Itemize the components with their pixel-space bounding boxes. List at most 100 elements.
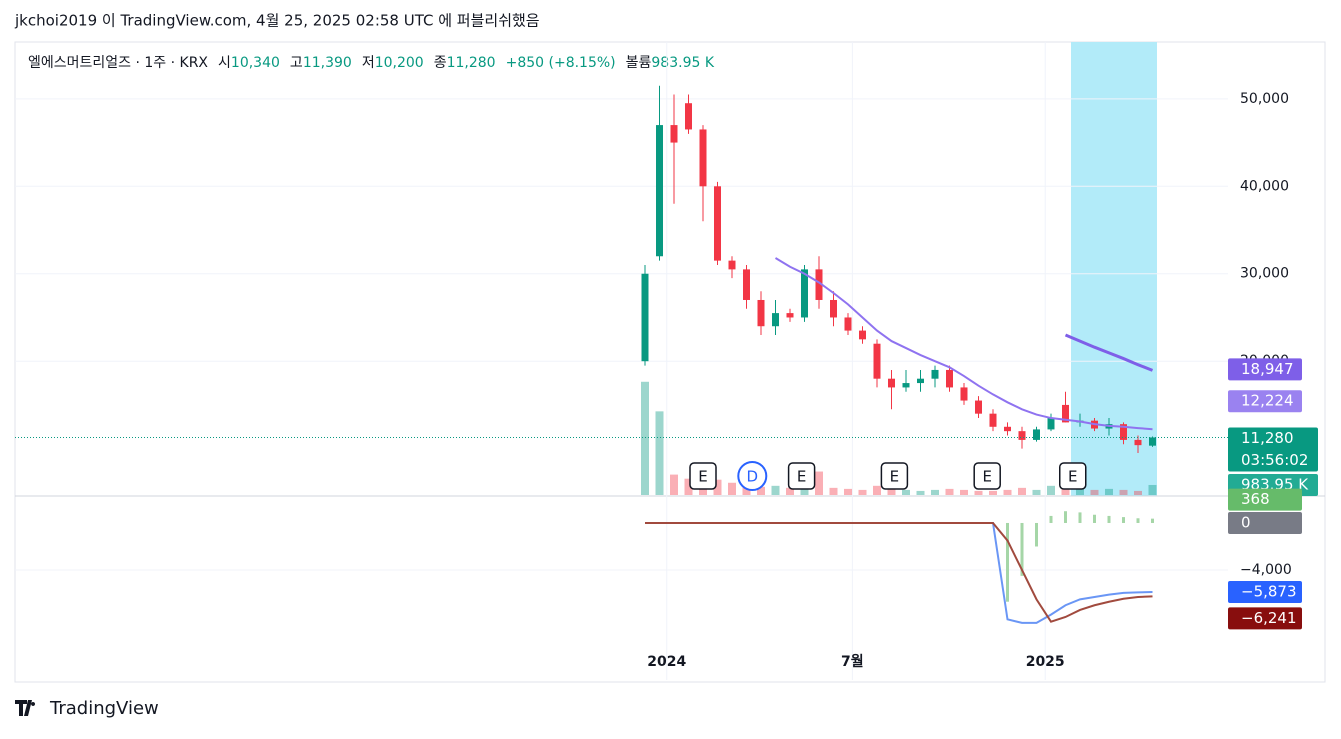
candle-body [801,269,808,318]
event-marker [973,462,1001,490]
hist-bar [1151,518,1154,523]
volume-bar [641,381,649,495]
price-label: −5,873 [1241,583,1297,601]
candle-body [960,387,968,401]
legend-item: 11,280 [447,55,496,71]
event-label: E [890,468,899,486]
hist-bar [1020,522,1024,576]
candle-body [641,273,649,362]
candle-body [888,378,895,388]
volume-bar [1003,489,1012,495]
volume-bar [829,487,838,495]
candle-body [1120,424,1127,440]
volume-bar [713,479,722,495]
candle-body [1062,404,1069,423]
legend-item: 10,200 [375,55,424,71]
volume-bar [1119,489,1128,495]
volume-bar [887,487,896,495]
volume-bar [1047,485,1055,495]
legend-item: 고 [290,55,303,71]
x-tick-label: 2024 [647,654,686,670]
event-marker [737,461,768,491]
candle-body [656,125,663,257]
candle-body [975,400,982,414]
price-label: 368 [1241,490,1270,508]
y2-tick-label: −4,000 [1240,562,1292,578]
brand: TradingView [49,698,159,719]
price-label-box [1228,427,1318,472]
price-label-box [1228,607,1302,630]
legend-item: 11,390 [303,55,352,71]
volume-bar [1148,484,1157,495]
x-tick-label: 2025 [1026,654,1065,670]
price-label: 12,224 [1241,392,1294,410]
volume-bar [873,485,881,495]
volume-bar [844,488,852,495]
publisher: jkchoi2019 이 TradingView.com, 4월 25, 202… [14,12,540,30]
volume-bar [786,487,794,495]
candle-body [1018,431,1026,440]
hist-bar [1093,514,1096,523]
volume-bar [670,474,678,495]
legend-item: 볼륨 [626,55,652,71]
volume-bar [1018,487,1026,495]
price-label: 0 [1241,513,1251,531]
chart-frame [14,41,1326,683]
event-label: E [797,468,806,486]
event-marker [787,462,816,490]
price-label: −6,241 [1241,609,1297,627]
price-label-box [1228,390,1302,413]
macd-line [645,521,1153,624]
volume-bar [684,478,693,495]
price-label: 18,947 [1241,360,1294,378]
volume-bar [931,489,939,495]
candle-body [714,186,721,261]
candle-body [815,269,823,300]
volume-bar [989,490,997,495]
hist-bar [1122,517,1125,523]
hist-bar [1136,518,1140,523]
volume-bar [902,489,910,495]
hist-bar [1064,511,1067,523]
volume-bar [960,489,968,495]
event-label: E [698,468,707,486]
volume-bar [858,489,867,495]
candle-body [699,129,707,187]
hist-bar [1078,512,1082,523]
legend-item: 983.95 K [651,55,714,71]
volume-bar [757,486,765,495]
candle-body [989,413,997,427]
candle-body [757,299,765,327]
volume-bar [1061,484,1070,495]
candle-body [917,378,924,384]
legend-item: 종 [434,55,447,71]
event-marker [880,462,909,490]
volume-bar [1032,489,1041,495]
candle-body [844,317,852,331]
candle-body [873,343,881,379]
legend-item: +850 (+8.15%) [506,55,616,71]
candle-body [1134,439,1142,446]
volume-bar [916,490,925,495]
candle-body [902,383,910,388]
event-label: E [1068,468,1077,486]
volume-bar [1090,489,1099,495]
volume-bar [771,485,780,495]
candle-body [946,369,953,388]
volume-bar [815,471,823,495]
candle-body [830,299,837,318]
hist-bar [1107,515,1111,523]
y-tick-label: 30,000 [1240,266,1289,282]
price-label-box [1228,581,1302,604]
legend: 엘에스머트리얼즈 · 1주 · KRX 시 10,340 고 11,390 저 10,20… [28,55,715,71]
candle-body [728,260,736,270]
candle-body [743,269,750,300]
highlight-range [1071,42,1157,496]
candle-body [786,313,794,318]
volume-bar [974,490,983,495]
candle-body [685,103,692,130]
event-label: D [747,468,759,486]
event-marker [689,462,717,490]
candle-body [1047,418,1055,430]
